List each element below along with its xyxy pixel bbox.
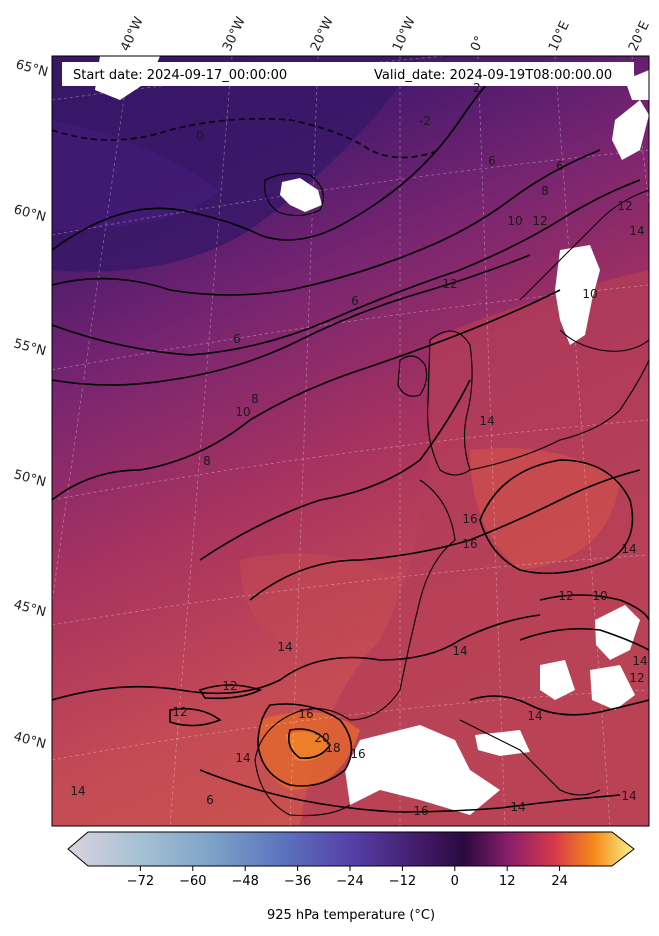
contour-label: 10 xyxy=(592,589,607,603)
coastlines xyxy=(254,172,649,817)
colorbar-label: 925 hPa temperature (°C) xyxy=(267,908,435,923)
latitude-label: 50°N xyxy=(12,467,48,490)
contour-label: 12 xyxy=(172,705,187,719)
contour-label: 6 xyxy=(488,154,496,168)
contour-label: 16 xyxy=(413,804,428,818)
longitude-label: 10°W xyxy=(390,15,419,54)
contour-label: 16 xyxy=(350,747,365,761)
contour-label: 14 xyxy=(510,800,525,814)
colorbar-tick-label: 12 xyxy=(499,874,516,889)
latitude-label: 45°N xyxy=(12,597,48,620)
contour-label: 12 xyxy=(222,679,237,693)
colorbar-tick-label: −48 xyxy=(231,874,258,889)
contour-label: 6 xyxy=(233,332,241,346)
colorbar-tick-label: −36 xyxy=(284,874,311,889)
contour-label: 8 xyxy=(251,392,259,406)
latitude-label: 60°N xyxy=(12,202,48,225)
valid-date-label: Valid_date: 2024-09-19T08:00:00.00 xyxy=(374,68,612,83)
contour-label: 18 xyxy=(325,741,340,755)
latitude-labels: 65°N 60°N 55°N 50°N 45°N 40°N xyxy=(12,57,50,752)
longitude-label: 10°E xyxy=(546,19,573,54)
header-box xyxy=(62,62,634,86)
contour-label: 6 xyxy=(556,159,564,173)
contour-label: 10 xyxy=(235,405,250,419)
contour-label: 14 xyxy=(70,784,85,798)
contour-label: 6 xyxy=(351,294,359,308)
contour-label: 8 xyxy=(203,454,211,468)
colorbar-tick-label: −72 xyxy=(127,874,154,889)
colorbar-tick-label: −24 xyxy=(336,874,363,889)
map-panel: Start date: 2024-09-17_00:00:00 Valid_da… xyxy=(51,55,650,827)
colorbar: −72 −60 −48 −36 −24 −12 0 12 24 925 hPa temperat… xyxy=(67,831,635,923)
contour-label: 10 xyxy=(582,287,597,301)
contour-minus2 xyxy=(52,117,441,159)
colorbar-ticks: −72 −60 −48 −36 −24 −12 0 12 24 xyxy=(127,866,568,889)
contour-label: 16 xyxy=(462,512,477,526)
longitude-labels: 40°W 30°W 20°W 10°W 0° 10°E 20°E xyxy=(118,15,653,54)
latitude-label: 55°N xyxy=(12,336,48,359)
warm-biscay-region xyxy=(240,553,400,650)
contour-label: 14 xyxy=(479,414,494,428)
longitude-label: 20°E xyxy=(626,19,653,54)
contour-label: 6 xyxy=(206,793,214,807)
contour-label: 14 xyxy=(527,709,542,723)
contour-label: 14 xyxy=(452,644,467,658)
longitude-label: 30°W xyxy=(220,15,249,54)
contour-label: -2 xyxy=(419,114,431,128)
longitude-label: 40°W xyxy=(118,15,147,54)
colorbar-bar xyxy=(67,831,635,867)
contour-label: 10 xyxy=(507,214,522,228)
contour-label: 14 xyxy=(629,224,644,238)
latitude-label: 40°N xyxy=(12,729,48,752)
contour-label: 20 xyxy=(314,731,329,745)
latitude-label: 65°N xyxy=(14,57,50,80)
longitude-label: 20°W xyxy=(308,15,337,54)
contour-label: 14 xyxy=(235,751,250,765)
hot-iberia-core xyxy=(285,731,330,761)
colorbar-tick-label: −12 xyxy=(389,874,416,889)
contour-label: 12 xyxy=(629,671,644,685)
contour-label: 12 xyxy=(558,589,573,603)
contour-label: 14 xyxy=(632,654,647,668)
contour-label: 0 xyxy=(196,129,204,143)
longitude-label: 0° xyxy=(468,34,488,54)
contour-label: 12 xyxy=(617,199,632,213)
contour-label: 12 xyxy=(532,214,547,228)
colorbar-tick-label: 24 xyxy=(551,874,568,889)
contour-label: 16 xyxy=(298,707,313,721)
contour-label: 8 xyxy=(541,184,549,198)
contour-label: 14 xyxy=(621,789,636,803)
contour-label: 12 xyxy=(442,277,457,291)
map-frame xyxy=(51,55,650,827)
cold-core-region xyxy=(52,120,220,230)
colorbar-tick-label: 0 xyxy=(451,874,459,889)
contour-label: 16 xyxy=(462,537,477,551)
warm-central-europe xyxy=(470,448,620,570)
start-date-label: Start date: 2024-09-17_00:00:00 xyxy=(73,68,287,83)
contour-label: 14 xyxy=(277,640,292,654)
contour-label: 14 xyxy=(621,542,636,556)
colorbar-tick-label: −60 xyxy=(179,874,206,889)
contour-label: 2 xyxy=(473,81,481,95)
isotherm-contours xyxy=(52,69,649,813)
